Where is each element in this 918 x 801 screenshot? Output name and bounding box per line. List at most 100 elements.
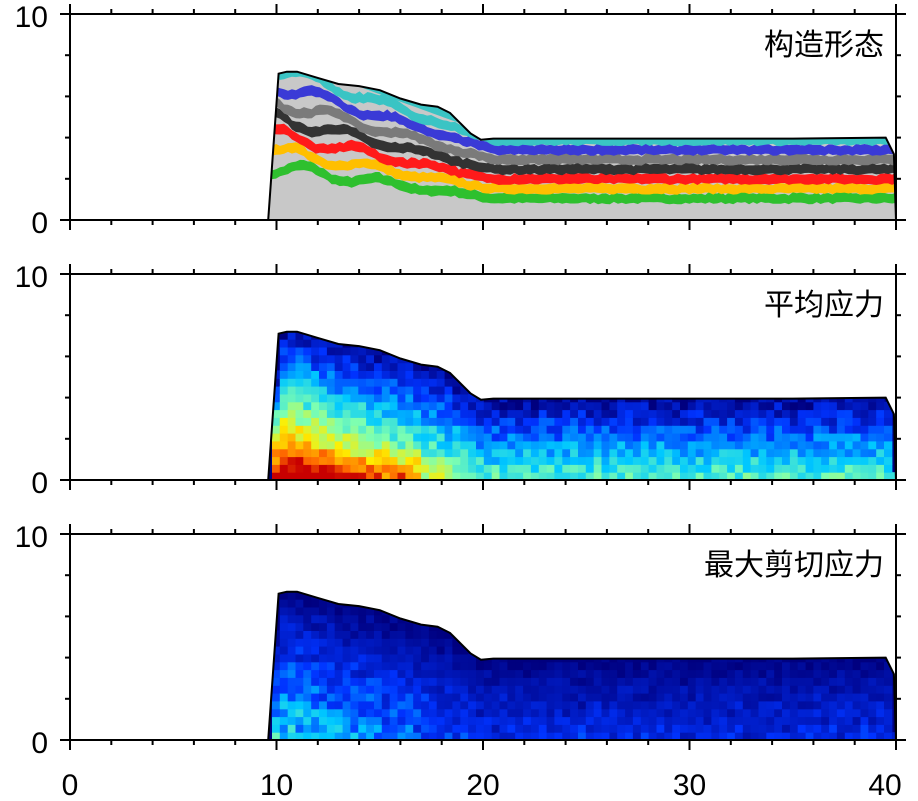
field-cell xyxy=(640,661,650,671)
field-cell xyxy=(287,378,297,387)
field-cell xyxy=(727,464,736,473)
field-cell xyxy=(656,464,665,473)
field-cell xyxy=(287,346,297,356)
field-cell xyxy=(585,425,595,434)
field-cell xyxy=(468,669,477,678)
field-cell xyxy=(766,409,775,418)
field-cell xyxy=(279,433,289,442)
field-cell xyxy=(546,425,555,434)
field-cell xyxy=(287,409,297,418)
field-cell xyxy=(672,401,681,411)
field-cell xyxy=(734,693,744,702)
field-cell xyxy=(389,677,399,686)
field-cell xyxy=(719,693,728,702)
field-cell xyxy=(546,472,555,480)
field-cell xyxy=(460,472,469,480)
field-cell xyxy=(766,472,775,480)
field-cell xyxy=(570,700,579,710)
field-cell xyxy=(711,669,720,678)
field-cell xyxy=(680,708,689,718)
field-cell xyxy=(523,425,532,434)
field-cell xyxy=(860,693,869,702)
field-cell xyxy=(279,693,289,702)
field-cell xyxy=(295,638,304,647)
field-cell xyxy=(821,677,830,686)
field-cell xyxy=(342,606,351,616)
field-cell xyxy=(287,599,297,608)
field-cell xyxy=(656,417,665,426)
field-cell xyxy=(836,425,846,434)
field-cell xyxy=(452,433,461,442)
field-cell xyxy=(562,433,571,442)
field-cell xyxy=(468,464,477,473)
field-cell xyxy=(648,464,657,473)
field-cell xyxy=(797,685,807,694)
field-cell xyxy=(789,448,799,458)
field-cell xyxy=(374,622,383,631)
field-cell xyxy=(413,653,422,663)
field-cell xyxy=(617,677,626,686)
field-cell xyxy=(381,409,391,418)
field-cell xyxy=(868,464,877,473)
field-cell xyxy=(468,724,477,733)
field-cell xyxy=(389,456,399,465)
field-cell xyxy=(868,472,877,480)
field-cell xyxy=(272,448,281,458)
field-cell xyxy=(428,677,438,686)
field-cell xyxy=(868,685,877,694)
field-cell xyxy=(326,354,336,364)
field-cell xyxy=(350,622,359,631)
field-cell xyxy=(397,622,406,631)
field-cell xyxy=(413,677,422,686)
field-cell xyxy=(452,685,461,694)
field-cell xyxy=(703,409,712,418)
field-cell xyxy=(374,440,383,450)
field-cell xyxy=(601,440,610,450)
field-cell xyxy=(703,693,712,702)
field-cell xyxy=(374,661,383,671)
field-cell xyxy=(342,440,351,450)
field-cell xyxy=(279,464,289,473)
field-cell xyxy=(381,417,391,426)
field-cell xyxy=(366,677,375,686)
field-cell xyxy=(554,425,563,434)
field-cell xyxy=(476,456,485,465)
field-cell xyxy=(319,456,328,465)
field-cell xyxy=(625,732,634,740)
field-cell xyxy=(601,669,610,678)
field-cell xyxy=(836,448,846,458)
field-cell xyxy=(742,700,752,710)
field-cell xyxy=(287,732,297,740)
field-cell xyxy=(711,724,720,733)
field-cell xyxy=(515,661,524,671)
field-cell xyxy=(428,685,438,694)
field-cell xyxy=(342,401,351,411)
field-cell xyxy=(397,456,406,465)
field-cell xyxy=(421,448,430,458)
field-cell xyxy=(476,716,485,725)
field-cell xyxy=(468,661,477,671)
field-cell xyxy=(358,464,367,473)
field-cell xyxy=(421,433,430,442)
field-cell xyxy=(334,724,344,733)
field-cell xyxy=(507,448,516,458)
field-cell xyxy=(279,732,289,740)
field-cell xyxy=(287,646,297,655)
field-cell xyxy=(562,401,571,411)
field-cell xyxy=(428,716,438,725)
field-cell xyxy=(436,677,446,686)
field-cell xyxy=(585,464,595,473)
field-cell xyxy=(311,614,320,624)
field-cell xyxy=(782,669,791,678)
field-cell xyxy=(632,716,642,725)
field-cell xyxy=(358,606,367,616)
field-cell xyxy=(797,464,807,473)
field-cell xyxy=(742,448,752,458)
field-cell xyxy=(860,440,869,450)
field-cell xyxy=(617,472,626,480)
field-cell xyxy=(303,732,312,740)
field-cell xyxy=(789,700,799,710)
field-cell xyxy=(829,409,838,418)
field-cell xyxy=(734,472,744,480)
field-cell xyxy=(585,417,595,426)
